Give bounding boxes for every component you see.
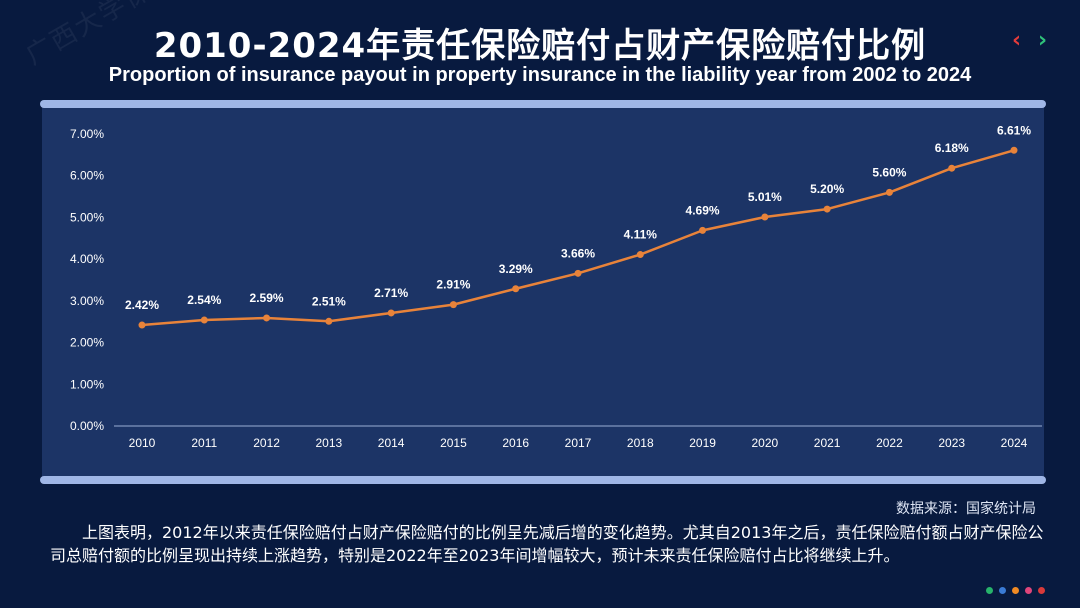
data-point [325, 317, 333, 325]
y-tick-label: 3.00% [70, 294, 104, 308]
x-tick-label: 2020 [752, 436, 779, 450]
data-label: 3.29% [499, 262, 533, 276]
data-point [512, 285, 520, 293]
data-point [200, 316, 208, 324]
decorative-dot [1025, 587, 1032, 594]
x-tick-label: 2011 [191, 436, 217, 450]
data-label: 2.42% [125, 298, 159, 312]
decorative-dot [999, 587, 1006, 594]
x-tick-label: 2014 [378, 436, 405, 450]
data-point [761, 213, 769, 221]
x-tick-label: 2021 [814, 436, 841, 450]
data-label: 4.69% [686, 203, 720, 217]
y-tick-label: 1.00% [70, 377, 104, 391]
data-point [449, 301, 457, 309]
page-dots [986, 579, 1051, 598]
y-tick-label: 0.00% [70, 419, 104, 433]
data-label: 6.18% [935, 141, 969, 155]
data-point [823, 205, 831, 213]
data-label: 5.20% [810, 182, 844, 196]
panel-top-bar [40, 100, 1046, 108]
data-label: 3.66% [561, 246, 595, 260]
data-point [138, 321, 146, 329]
x-tick-label: 2010 [129, 436, 156, 450]
x-tick-label: 2015 [440, 436, 467, 450]
previous-arrow-icon[interactable]: ‹ [1012, 28, 1022, 53]
data-label: 2.71% [374, 286, 408, 300]
page-subtitle: Proportion of insurance payout in proper… [108, 64, 972, 86]
data-source: 数据来源：国家统计局 [896, 501, 1036, 517]
x-tick-label: 2019 [689, 436, 716, 450]
decorative-dot [1038, 587, 1045, 594]
x-tick-label: 2016 [502, 436, 529, 450]
y-tick-label: 4.00% [70, 252, 104, 266]
x-tick-label: 2017 [565, 436, 592, 450]
data-point [636, 251, 644, 259]
data-point [574, 269, 582, 277]
chart-panel: 0.00% 1.00% 2.00% 3.00% 4.00% 5.00% 6.00% 7.00%… [42, 104, 1044, 478]
page-title: 2010-2024年责任保险赔付占财产保险赔付比例 [153, 26, 927, 66]
data-point [387, 309, 395, 317]
decorative-dot [1012, 587, 1019, 594]
data-point [1010, 146, 1018, 154]
next-arrow-icon[interactable]: › [1038, 28, 1048, 53]
x-tick-label: 2012 [253, 436, 280, 450]
data-label: 5.60% [872, 165, 906, 179]
data-label: 2.59% [250, 291, 284, 305]
x-tick-label: 2022 [876, 436, 903, 450]
data-point [948, 164, 956, 172]
x-tick-label: 2018 [627, 436, 654, 450]
line-chart: 0.00% 1.00% 2.00% 3.00% 4.00% 5.00% 6.00% 7.00%… [70, 123, 1042, 450]
y-tick-label: 5.00% [70, 210, 104, 224]
panel-bottom-bar [40, 476, 1046, 484]
data-label: 2.51% [312, 294, 346, 308]
data-point [263, 314, 271, 322]
y-tick-label: 7.00% [70, 127, 104, 141]
data-label: 6.61% [997, 123, 1031, 137]
data-point [699, 226, 707, 234]
data-label: 5.01% [748, 190, 782, 204]
description-text: 上图表明，2012年以来责任保险赔付占财产保险赔付的比例呈先减后增的变化趋势。尤… [50, 523, 1044, 565]
y-tick-label: 6.00% [70, 169, 104, 183]
data-label: 4.11% [624, 228, 658, 242]
decorative-dot [986, 587, 993, 594]
y-tick-label: 2.00% [70, 336, 104, 350]
x-tick-label: 2013 [316, 436, 343, 450]
x-tick-label: 2024 [1001, 436, 1028, 450]
x-tick-label: 2023 [938, 436, 965, 450]
data-point [885, 188, 893, 196]
data-label: 2.91% [436, 278, 470, 292]
data-label: 2.54% [187, 293, 221, 307]
